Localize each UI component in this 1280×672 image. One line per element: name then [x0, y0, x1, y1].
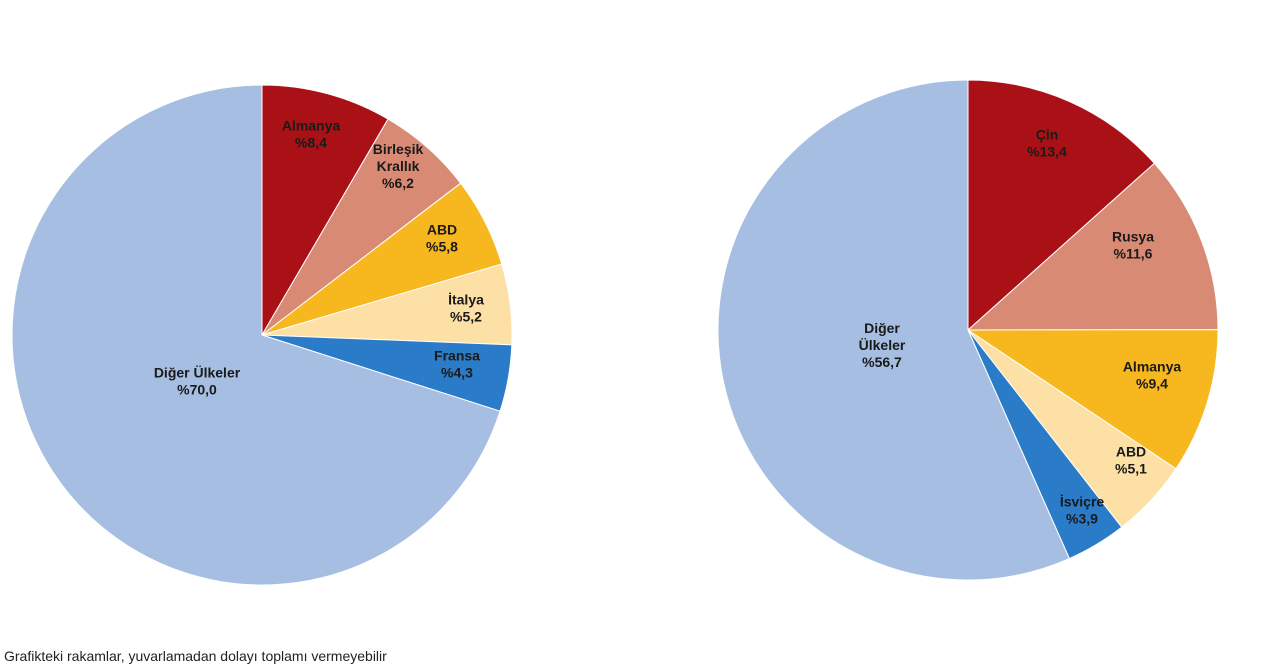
slice-label-almanya: Almanya %9,4 — [1123, 359, 1182, 392]
pie-slice-almanya — [966, 329, 1219, 470]
slice-label-italya: İtalya %5,2 — [448, 292, 484, 325]
pie-slice-diger-ulkeler — [717, 79, 1071, 581]
slice-label-abd: ABD %5,8 — [426, 222, 458, 255]
slice-label-birlesik-krallik: Birleşik Krallık %6,2 — [373, 141, 424, 191]
pie-slice-diger-ulkeler — [11, 84, 501, 586]
slice-label-diger-ulkeler: Diğer Ülkeler %70,0 — [154, 365, 241, 398]
footnote: Grafikteki rakamlar, yuvarlamadan dolayı… — [4, 648, 387, 664]
pie-slice-rusya — [966, 162, 1219, 331]
slice-label-rusya: Rusya %11,6 — [1112, 229, 1154, 262]
imports-pie-chart: Çin %13,4 Rusya %11,6 Almanya %9,4 ABD %5,1 İsvi… — [717, 79, 1219, 581]
pie-slice-cin — [967, 79, 1156, 332]
slice-label-cin: Çin %13,4 — [1027, 127, 1067, 160]
slice-label-isvicre: İsviçre %3,9 — [1060, 494, 1105, 527]
slice-label-abd: ABD %5,1 — [1115, 444, 1147, 477]
slice-label-fransa: Fransa %4,3 — [434, 348, 480, 381]
slice-label-almanya: Almanya %8,4 — [282, 118, 341, 151]
pie-slice-almanya — [261, 84, 389, 337]
slice-label-diger-ulkeler: Diğer Ülkeler %56,7 — [859, 320, 906, 370]
